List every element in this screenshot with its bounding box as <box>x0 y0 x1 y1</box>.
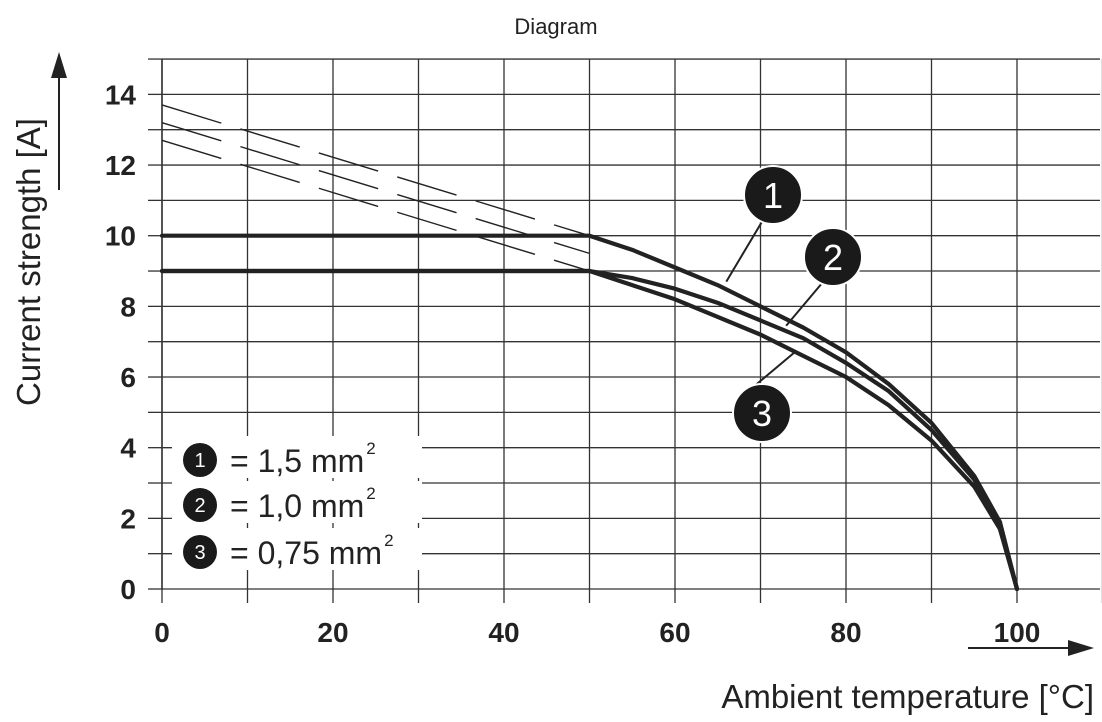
dashed-extension-line <box>161 121 590 255</box>
dashed-extension-line <box>161 139 590 272</box>
legend-badge-number-3: 3 <box>194 542 205 564</box>
legend-badge-3 <box>183 535 217 569</box>
legend-label-1: = 1,5 mm <box>230 443 364 479</box>
legend: 1 = 1,5 mm 22 = 1,0 mm 23 = 0,75 mm 2 <box>172 436 422 571</box>
y-tick-label: 4 <box>120 433 136 464</box>
axis-arrows <box>51 52 1094 656</box>
series-lines <box>159 233 1020 592</box>
series-line-1 <box>159 233 1020 592</box>
legend-badge-number-1: 1 <box>194 450 205 472</box>
legend-sup-1: 2 <box>366 439 375 458</box>
x-axis-arrowhead <box>1068 640 1094 656</box>
badge-leader-3 <box>751 351 796 389</box>
y-tick-label: 2 <box>120 503 136 534</box>
badge-number-3: 3 <box>752 393 772 434</box>
curve-badges: 12 3 <box>725 165 863 443</box>
x-tick-label: 100 <box>994 617 1041 648</box>
y-tick-label: 14 <box>105 79 137 110</box>
y-tick-label: 0 <box>120 574 136 605</box>
y-tick-label: 12 <box>105 150 136 181</box>
x-tick-label: 0 <box>154 617 170 648</box>
badge-circle-1 <box>743 165 803 225</box>
legend-badge-number-2: 2 <box>194 495 205 517</box>
x-axis-label: Ambient temperature [°C] <box>721 678 1094 715</box>
grid <box>148 58 1102 603</box>
y-tick-label: 8 <box>120 291 136 322</box>
badge-number-1: 1 <box>763 175 783 216</box>
y-tick-label: 10 <box>105 221 136 252</box>
legend-badge-1 <box>183 443 217 477</box>
legend-sup-2: 2 <box>366 484 375 503</box>
badge-circle-2 <box>803 227 863 287</box>
series-line-2 <box>159 268 1020 592</box>
x-tick-label: 80 <box>830 617 861 648</box>
x-tick-label: 40 <box>488 617 519 648</box>
series-line-3 <box>159 268 1020 592</box>
chart-title: Diagram <box>514 14 597 39</box>
badge-circle-3 <box>732 383 792 443</box>
legend-badge-2 <box>183 488 217 522</box>
legend-label-3: = 0,75 mm <box>230 535 382 571</box>
y-tick-label: 6 <box>120 362 136 393</box>
badge-leader-1 <box>725 219 764 283</box>
legend-label-2: = 1,0 mm <box>230 488 364 524</box>
legend-sup-3: 2 <box>384 531 393 550</box>
x-tick-label: 60 <box>659 617 690 648</box>
badge-number-2: 2 <box>823 237 843 278</box>
dashed-extensions <box>161 104 590 272</box>
x-tick-label: 20 <box>317 617 348 648</box>
y-axis-label: Current strength [A] <box>10 118 47 406</box>
y-axis-arrowhead <box>51 52 67 78</box>
dashed-extension-line <box>161 104 590 237</box>
badge-leader-2 <box>785 281 824 327</box>
